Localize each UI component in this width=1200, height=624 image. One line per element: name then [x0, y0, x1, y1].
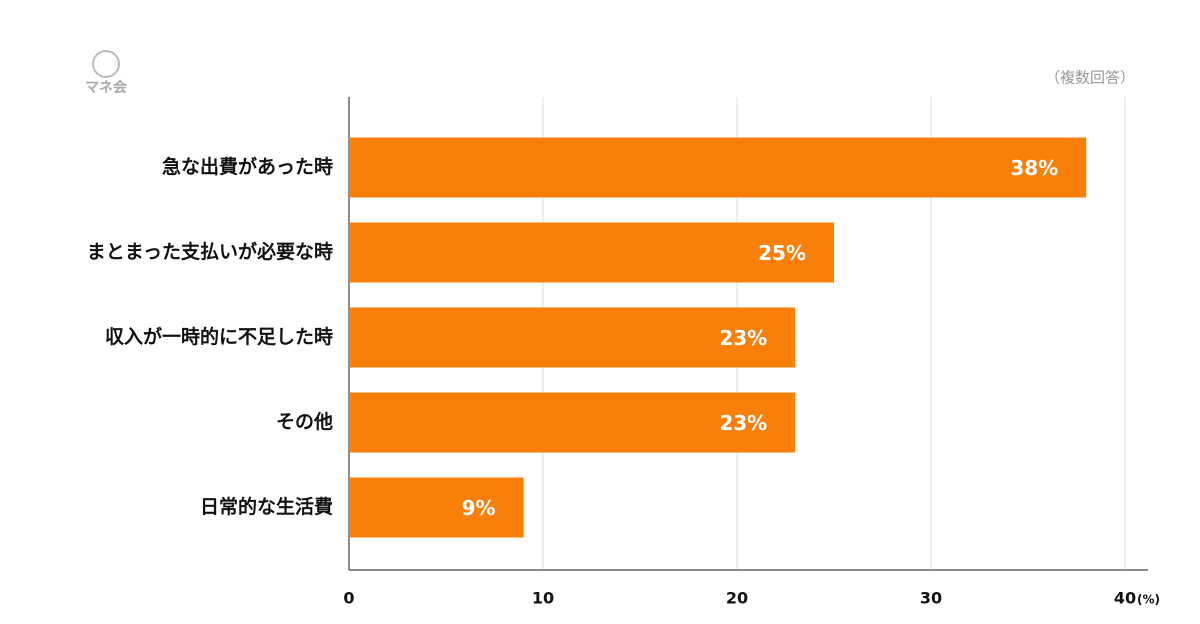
x-tick-label: 40: [1114, 589, 1136, 608]
value-label: 23%: [719, 326, 767, 350]
bar: [349, 477, 524, 538]
x-tick-label: 10: [532, 589, 554, 608]
x-tick-label: 0: [343, 589, 354, 608]
bar: [349, 392, 796, 453]
category-label: 日常的な生活費: [200, 495, 333, 518]
value-label: 23%: [719, 411, 767, 435]
logo: マネ会: [85, 50, 128, 96]
bar: [349, 222, 834, 283]
x-tick-label: 30: [920, 589, 942, 608]
bar: [349, 137, 1087, 198]
value-label: 38%: [1010, 156, 1058, 180]
x-tick-label: 20: [726, 589, 748, 608]
category-label: まとまった支払いが必要な時: [87, 240, 333, 263]
category-label: 収入が一時的に不足した時: [105, 325, 333, 348]
logo-text: マネ会: [85, 79, 128, 96]
x-axis-label: (%): [1137, 593, 1160, 607]
note: （複数回答）: [1045, 69, 1135, 87]
logo-icon: [92, 50, 120, 78]
category-label: その他: [276, 410, 333, 433]
category-label: 急な出費があった時: [162, 155, 333, 178]
value-label: 9%: [462, 496, 496, 520]
value-label: 25%: [758, 241, 806, 265]
bar: [349, 307, 796, 368]
